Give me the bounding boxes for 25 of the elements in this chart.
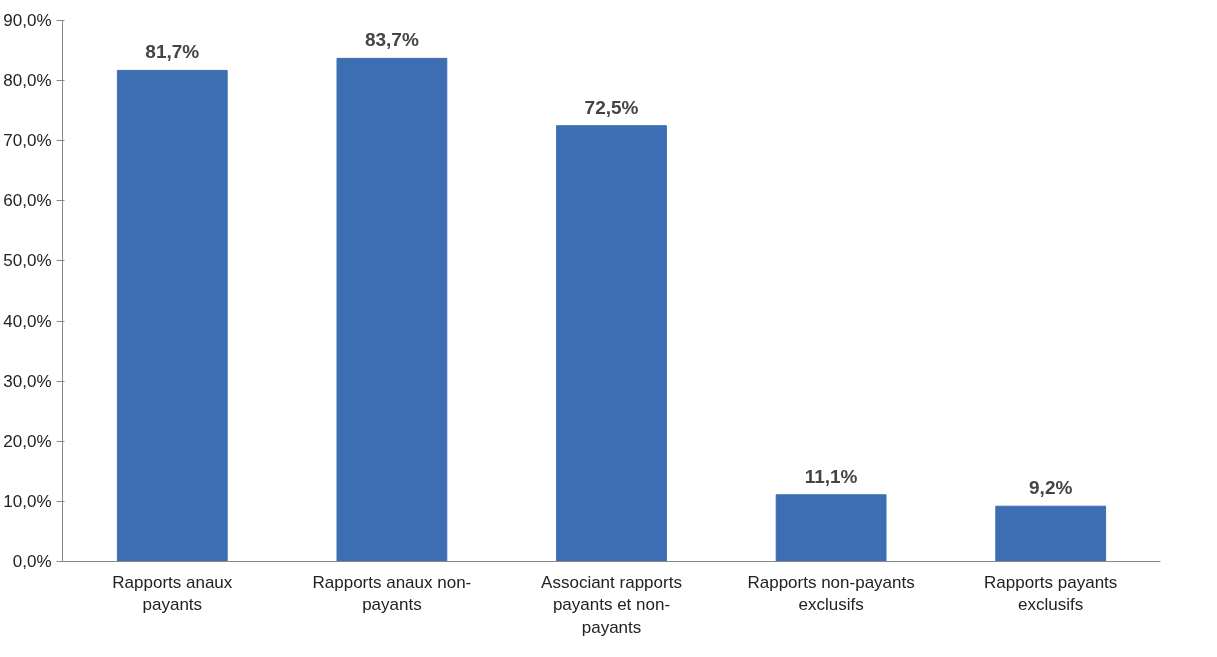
bar xyxy=(995,505,1107,562)
x-tick-label: Rapports anaux payants xyxy=(112,572,233,615)
bar xyxy=(116,69,228,562)
y-tick-label: 70,0% xyxy=(3,131,52,151)
y-tick-label: 60,0% xyxy=(3,191,52,211)
x-tick-label: Rapports anaux non-payants xyxy=(312,572,472,615)
y-tick-label: 30,0% xyxy=(3,371,52,391)
bar xyxy=(556,125,667,562)
y-tick-label: 0,0% xyxy=(12,552,52,571)
data-label: 83,7% xyxy=(364,29,419,51)
data-label: 9,2% xyxy=(1029,477,1073,499)
bar xyxy=(775,494,887,562)
data-label: 11,1% xyxy=(804,465,858,487)
y-tick-label: 40,0% xyxy=(3,311,52,331)
bar xyxy=(336,57,448,562)
data-label: 72,5% xyxy=(584,96,639,118)
y-tick-label: 90,0% xyxy=(3,11,52,30)
y-tick-label: 20,0% xyxy=(3,431,52,451)
y-tick-label: 80,0% xyxy=(3,71,52,91)
y-tick-label: 50,0% xyxy=(3,251,52,271)
y-tick-label: 10,0% xyxy=(3,491,52,511)
data-label: 81,7% xyxy=(145,41,200,63)
x-tick-label: Rapports non-payants exclusifs xyxy=(747,572,915,615)
x-tick-label: Rapports payants exclusifs xyxy=(984,572,1118,615)
x-tick-label: Associant rapports payants et non-payants xyxy=(541,572,682,638)
